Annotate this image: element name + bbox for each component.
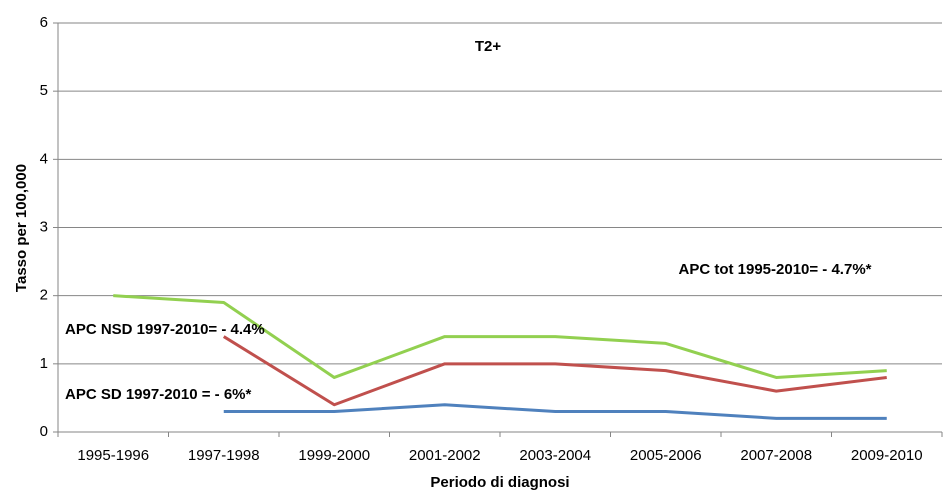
annotation: APC tot 1995-2010= - 4.7%*	[678, 261, 871, 278]
y-tick-label: 6	[40, 14, 48, 31]
x-tick-label: 2001-2002	[409, 447, 481, 464]
x-tick-label: 1999-2000	[298, 447, 370, 464]
annotation: T2+	[475, 38, 502, 55]
series-line	[222, 335, 887, 407]
series-line	[113, 294, 887, 379]
x-axis-label: Periodo di diagnosi	[430, 474, 569, 491]
annotation: APC SD 1997-2010 = - 6%*	[65, 386, 252, 403]
x-tick-label: 2005-2006	[630, 447, 702, 464]
x-tick-label: 2007-2008	[740, 447, 812, 464]
x-tick-label: 1995-1996	[77, 447, 149, 464]
y-axis-label: Tasso per 100,000	[13, 164, 30, 292]
y-tick-label: 5	[40, 82, 48, 99]
series-line	[223, 403, 887, 420]
y-tick-label: 0	[40, 423, 48, 440]
y-tick-label: 4	[40, 150, 48, 167]
y-tick-label: 1	[40, 355, 48, 372]
x-tick-label: 2009-2010	[851, 447, 923, 464]
y-tick-label: 3	[40, 218, 48, 235]
y-tick-label: 2	[40, 287, 48, 304]
annotation: APC NSD 1997-2010= - 4.4%	[65, 321, 265, 338]
x-tick-label: 1997-1998	[188, 447, 260, 464]
x-tick-label: 2003-2004	[519, 447, 591, 464]
